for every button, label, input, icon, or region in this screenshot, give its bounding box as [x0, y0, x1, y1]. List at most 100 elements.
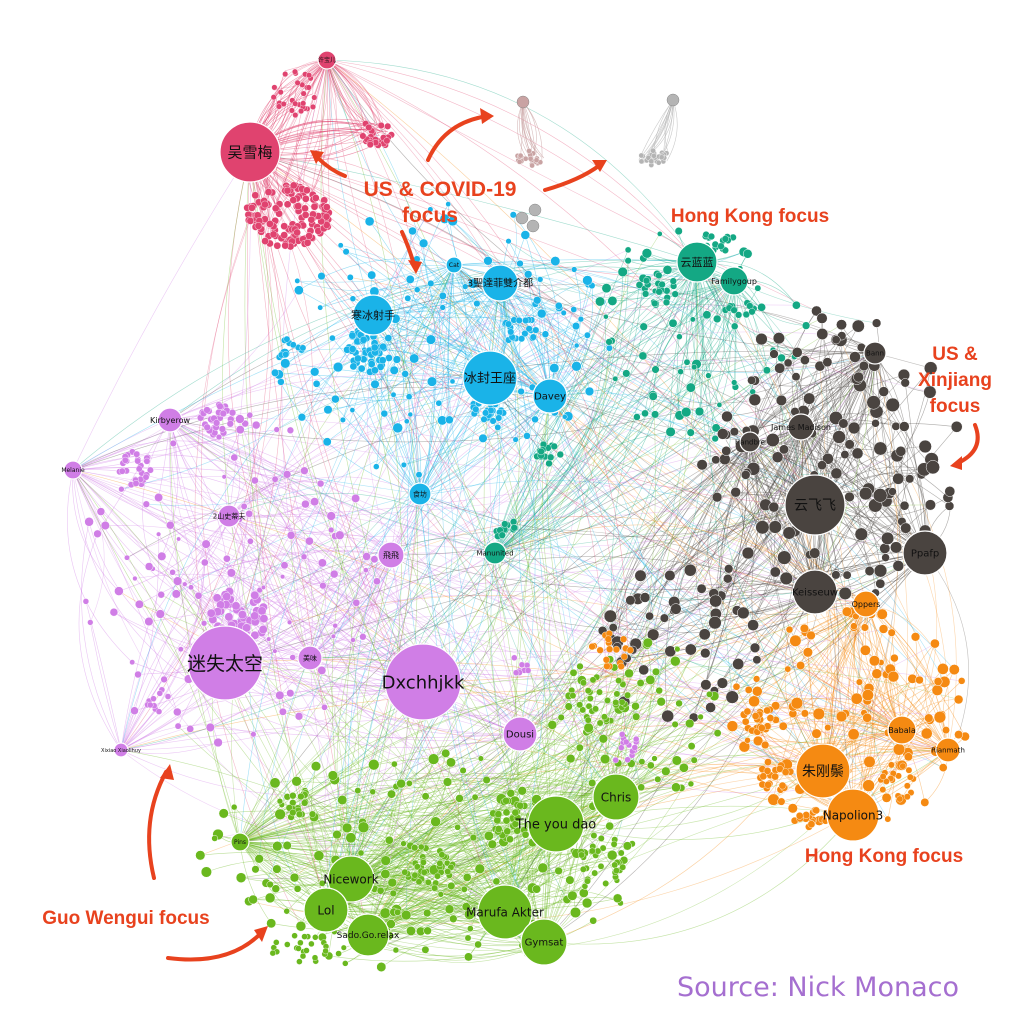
- edge: [72, 467, 378, 582]
- node: [762, 366, 771, 375]
- cluster-node: [545, 459, 553, 468]
- edge: [210, 727, 521, 739]
- cluster-node: [216, 402, 224, 410]
- node: [648, 391, 658, 401]
- node-circle: [483, 541, 507, 565]
- node-circle: [676, 241, 718, 283]
- edge: [741, 441, 751, 554]
- edge: [494, 552, 757, 680]
- cluster-node: [494, 825, 503, 833]
- cluster-node: [903, 782, 911, 790]
- node: [533, 296, 542, 305]
- edge: [924, 552, 969, 735]
- cluster-node: [613, 867, 620, 874]
- node: [791, 347, 803, 358]
- cluster-node: [584, 716, 592, 724]
- edge: [665, 441, 751, 717]
- cluster-node: [516, 158, 523, 165]
- node: [335, 950, 342, 957]
- node: [752, 675, 761, 683]
- cluster-node: [655, 159, 662, 166]
- edge: [727, 352, 876, 579]
- node: [923, 361, 938, 375]
- node: [109, 607, 119, 617]
- edge: [426, 261, 698, 872]
- edge: [334, 282, 501, 537]
- edge: [549, 395, 716, 615]
- arrowhead-green: [254, 926, 268, 942]
- edge: [632, 591, 816, 651]
- edge: [239, 758, 481, 843]
- node: [668, 318, 678, 328]
- node: [160, 675, 168, 684]
- node: [850, 692, 863, 705]
- edge: [224, 659, 949, 751]
- node: [933, 711, 947, 724]
- node: [868, 655, 881, 667]
- node: [741, 546, 755, 560]
- edge: [320, 264, 455, 308]
- edge: [228, 411, 877, 517]
- edge: [228, 515, 854, 816]
- edge: [543, 666, 588, 943]
- edge: [421, 352, 876, 848]
- cluster-node: [292, 68, 299, 75]
- edge: [120, 498, 356, 751]
- node: [684, 643, 697, 656]
- node-davey: Davey: [532, 378, 568, 414]
- node: [651, 755, 658, 762]
- node: [944, 501, 955, 511]
- node-label: Rianmath: [931, 747, 965, 755]
- edge: [350, 870, 559, 880]
- node: [403, 418, 410, 425]
- cluster-node: [556, 450, 564, 459]
- edge: [72, 469, 848, 612]
- cluster-node: [311, 954, 319, 961]
- cluster-node: [266, 220, 274, 228]
- node-kirbyerow: Kirbyerow: [150, 407, 190, 433]
- source-credit: Source: Nick Monaco: [677, 972, 959, 1003]
- edge: [169, 419, 861, 822]
- edge: [367, 820, 820, 952]
- edge: [430, 283, 816, 593]
- node: [953, 694, 964, 705]
- node: [157, 551, 167, 561]
- node-xixiao: Xixiao Xiaolihuy: [101, 742, 141, 758]
- node: [276, 798, 284, 805]
- node: [564, 702, 573, 711]
- edge: [701, 441, 751, 589]
- edge: [285, 363, 551, 397]
- node-sado: Sado.Go.relax: [337, 913, 400, 957]
- node: [517, 786, 527, 796]
- cluster-node: [203, 406, 211, 414]
- cluster-node: [420, 868, 428, 876]
- node: [645, 611, 654, 621]
- node: [349, 407, 356, 413]
- node: [639, 322, 648, 331]
- edge: [228, 249, 629, 517]
- edge: [326, 59, 698, 263]
- node: [200, 558, 209, 567]
- node: [186, 725, 195, 733]
- node-manunited: Manunited: [476, 541, 514, 565]
- edge: [499, 282, 802, 428]
- node: [266, 880, 274, 889]
- node: [389, 889, 397, 898]
- edge: [239, 733, 521, 843]
- edge: [279, 554, 392, 696]
- node-circle: [217, 504, 241, 528]
- node: [310, 367, 320, 377]
- cluster-node: [300, 100, 307, 107]
- node: [573, 342, 580, 349]
- cluster-node: [604, 697, 611, 704]
- node: [744, 685, 753, 694]
- node-oppers: Oppers: [852, 590, 880, 618]
- node: [768, 520, 782, 534]
- node: [617, 266, 628, 277]
- node: [812, 707, 825, 721]
- node: [550, 256, 561, 267]
- cluster-node: [424, 878, 432, 886]
- edge: [296, 59, 328, 200]
- node-lol: Lol: [303, 887, 349, 933]
- edge: [120, 572, 232, 751]
